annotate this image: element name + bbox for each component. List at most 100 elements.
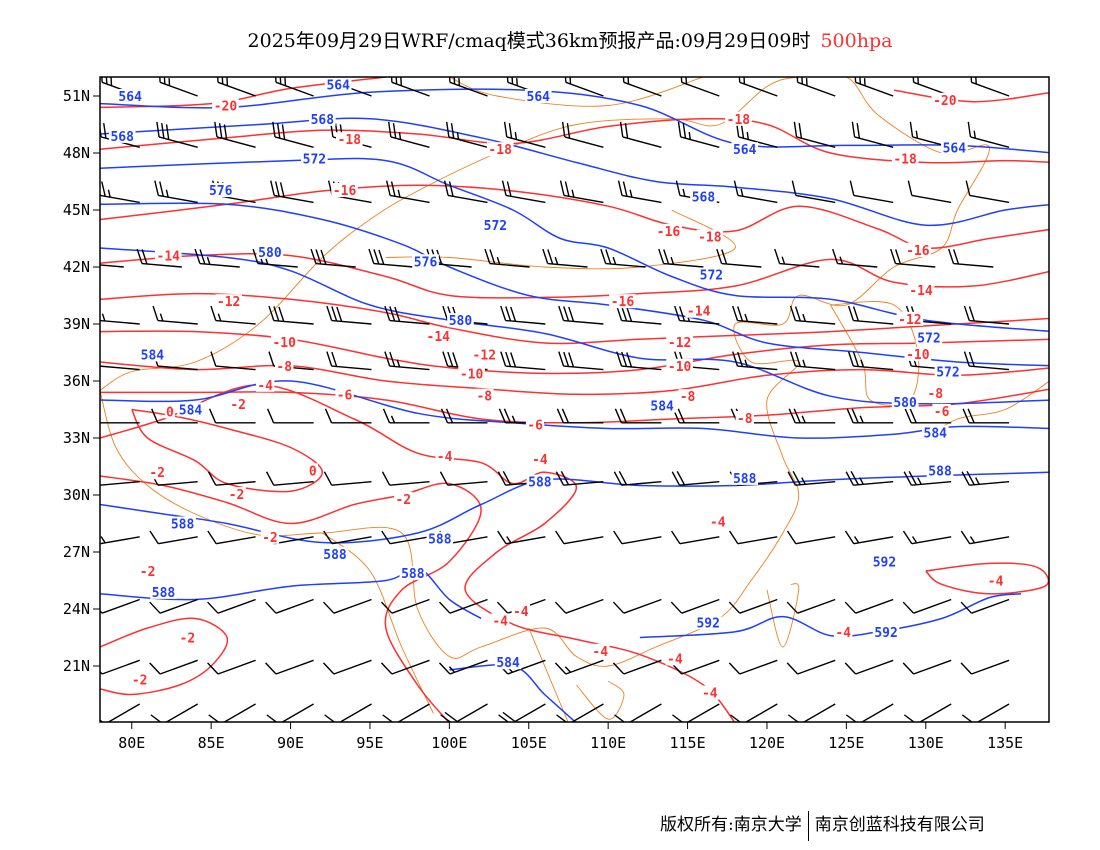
temperature-label-bg: [666, 358, 693, 373]
temperature-label-bg: [932, 403, 951, 418]
height-label-bg: [731, 142, 759, 157]
barb-shaft: [275, 81, 314, 97]
wind-barb: [323, 471, 372, 486]
barb-shaft: [679, 536, 720, 545]
wind-barb: [787, 703, 836, 722]
barb-feather: [728, 601, 741, 614]
y-tick-label: 27N: [63, 543, 90, 561]
barb-feather: [498, 408, 507, 424]
height-label: 564: [326, 79, 350, 94]
barb-shaft: [157, 365, 198, 371]
barb-feather: [554, 601, 567, 614]
wind-barb: [324, 703, 372, 722]
barb-shaft: [796, 136, 836, 148]
barb-feather: [382, 714, 396, 722]
temperature-contour--16: [100, 184, 1049, 249]
barb-feather: [276, 123, 281, 139]
wind-barb: [658, 248, 704, 268]
wind-barb: [732, 351, 778, 371]
barb-shaft: [141, 262, 182, 268]
barb-feather: [510, 306, 517, 322]
barb-feather: [279, 182, 285, 198]
barb-shaft: [216, 536, 256, 545]
barb-feather: [100, 714, 106, 722]
wind-barb: [732, 305, 778, 325]
height-label: 584: [141, 348, 165, 363]
barb-feather: [962, 408, 970, 424]
wind-barb: [969, 77, 1010, 97]
barb-shaft: [853, 194, 894, 204]
barb-shaft: [895, 262, 936, 268]
barb-shaft: [449, 81, 488, 97]
x-tick-label: 90E: [277, 734, 304, 752]
barb-feather: [381, 530, 391, 545]
barb-feather: [440, 714, 454, 722]
barb-shaft: [447, 194, 488, 204]
barb-shaft: [621, 365, 662, 371]
barb-feather: [498, 714, 512, 722]
barb-feather: [600, 248, 607, 264]
barb-feather: [909, 408, 917, 424]
barb-feather: [497, 471, 507, 486]
barb-shaft: [510, 703, 546, 722]
wind-barb: [559, 180, 604, 204]
wind-barb: [614, 703, 662, 722]
wind-barb: [845, 470, 894, 486]
wind-barb: [503, 121, 546, 148]
barb-half-feather: [802, 359, 806, 368]
wind-barb: [786, 598, 836, 614]
barb-feather: [326, 351, 333, 367]
barb-shaft: [795, 194, 836, 204]
barb-feather: [561, 408, 570, 424]
height-label-bg: [412, 254, 439, 269]
temperature-label-bg: [931, 92, 959, 107]
barb-feather: [849, 180, 855, 196]
wind-barb: [382, 703, 430, 722]
wind-barb: [149, 659, 198, 675]
barb-shaft: [663, 262, 704, 268]
temperature-label: -4: [592, 645, 608, 660]
barb-shaft: [969, 365, 1010, 371]
wind-barb: [158, 77, 198, 97]
barb-shaft: [853, 319, 894, 325]
height-label-bg: [256, 244, 284, 259]
barb-half-feather: [688, 131, 692, 140]
temperature-label-bg: [525, 417, 545, 432]
barb-shaft: [389, 194, 430, 204]
barb-feather: [208, 408, 217, 424]
barb-feather: [851, 121, 856, 138]
temperature-label-bg: [255, 377, 275, 392]
barb-feather: [199, 249, 206, 265]
temperature-label-bg: [490, 613, 510, 628]
barb-half-feather: [629, 189, 633, 198]
height-label-bg: [926, 463, 954, 478]
barb-feather: [322, 601, 335, 614]
barb-half-feather: [101, 313, 106, 322]
temperature-label-bg: [891, 151, 919, 166]
wind-barb: [849, 180, 894, 204]
barb-half-feather: [969, 536, 976, 544]
barb-feather: [559, 180, 565, 196]
barb-feather: [503, 408, 512, 424]
wind-barb: [322, 598, 372, 614]
barb-shaft: [563, 481, 604, 486]
barb-half-feather: [571, 189, 575, 198]
barb-shaft: [389, 365, 430, 371]
barb-shaft: [739, 598, 778, 614]
barb-feather: [384, 305, 391, 321]
barb-feather: [442, 351, 449, 367]
barb-feather: [158, 77, 161, 83]
barb-feather: [489, 249, 496, 265]
height-label-bg: [321, 546, 349, 561]
barb-shaft: [162, 703, 199, 722]
barb-feather: [510, 352, 517, 368]
temperature-label-bg: [700, 685, 719, 700]
barb-feather: [968, 351, 975, 367]
barb-feather: [221, 77, 224, 85]
wind-barb: [387, 121, 430, 148]
barb-feather: [101, 181, 106, 197]
barb-feather: [381, 471, 391, 486]
temperature-label-bg: [486, 142, 514, 157]
wind-barb: [890, 248, 936, 268]
barb-shaft: [159, 81, 198, 97]
